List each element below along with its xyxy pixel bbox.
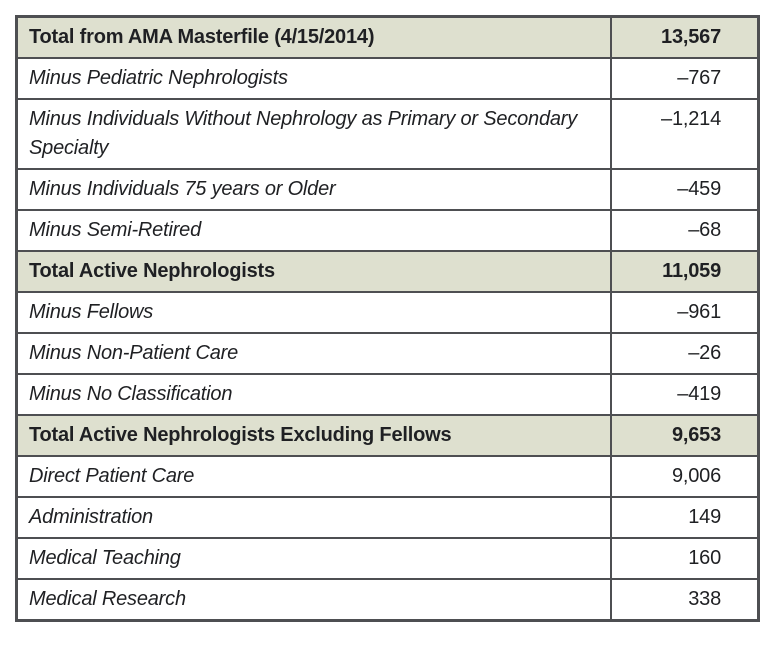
row-value: 9,006 (609, 455, 760, 498)
row-value: 160 (609, 537, 760, 580)
row-value: –26 (609, 332, 760, 375)
table-row: Minus Individuals 75 years or Older –459 (15, 168, 760, 211)
table-row: Minus Semi-Retired –68 (15, 209, 760, 252)
table-row: Minus Fellows –961 (15, 291, 760, 334)
row-label: Minus Semi-Retired (15, 209, 612, 252)
row-label: Minus Fellows (15, 291, 612, 334)
table-row: Medical Teaching 160 (15, 537, 760, 580)
row-label: Total Active Nephrologists (15, 250, 612, 293)
row-value: –1,214 (609, 98, 760, 170)
table-row: Minus Pediatric Nephrologists –767 (15, 57, 760, 100)
table-row-total: Total Active Nephrologists Excluding Fel… (15, 414, 760, 457)
row-value: 13,567 (609, 15, 760, 59)
row-label: Minus Pediatric Nephrologists (15, 57, 612, 100)
row-value: 11,059 (609, 250, 760, 293)
row-label: Medical Research (15, 578, 612, 622)
table-row: Administration 149 (15, 496, 760, 539)
workforce-table-body: Total from AMA Masterfile (4/15/2014) 13,… (15, 15, 760, 622)
row-label: Minus Non-Patient Care (15, 332, 612, 375)
table-row: Minus Non-Patient Care –26 (15, 332, 760, 375)
row-label: Administration (15, 496, 612, 539)
table-row-total: Total from AMA Masterfile (4/15/2014) 13,… (15, 15, 760, 59)
row-value: 9,653 (609, 414, 760, 457)
nephrologist-workforce-table: Total from AMA Masterfile (4/15/2014) 13,… (15, 15, 760, 622)
row-label: Minus No Classification (15, 373, 612, 416)
row-value: –419 (609, 373, 760, 416)
row-label: Total Active Nephrologists Excluding Fel… (15, 414, 612, 457)
row-value: 338 (609, 578, 760, 622)
table-row: Minus Individuals Without Nephrology as … (15, 98, 760, 170)
row-value: –68 (609, 209, 760, 252)
table-row: Minus No Classification –419 (15, 373, 760, 416)
row-label: Direct Patient Care (15, 455, 612, 498)
row-value: –767 (609, 57, 760, 100)
row-label: Medical Teaching (15, 537, 612, 580)
table-row-total: Total Active Nephrologists 11,059 (15, 250, 760, 293)
table-row: Medical Research 338 (15, 578, 760, 622)
table-row: Direct Patient Care 9,006 (15, 455, 760, 498)
row-value: –459 (609, 168, 760, 211)
row-value: –961 (609, 291, 760, 334)
row-label: Total from AMA Masterfile (4/15/2014) (15, 15, 612, 59)
row-value: 149 (609, 496, 760, 539)
row-label: Minus Individuals Without Nephrology as … (15, 98, 612, 170)
row-label: Minus Individuals 75 years or Older (15, 168, 612, 211)
